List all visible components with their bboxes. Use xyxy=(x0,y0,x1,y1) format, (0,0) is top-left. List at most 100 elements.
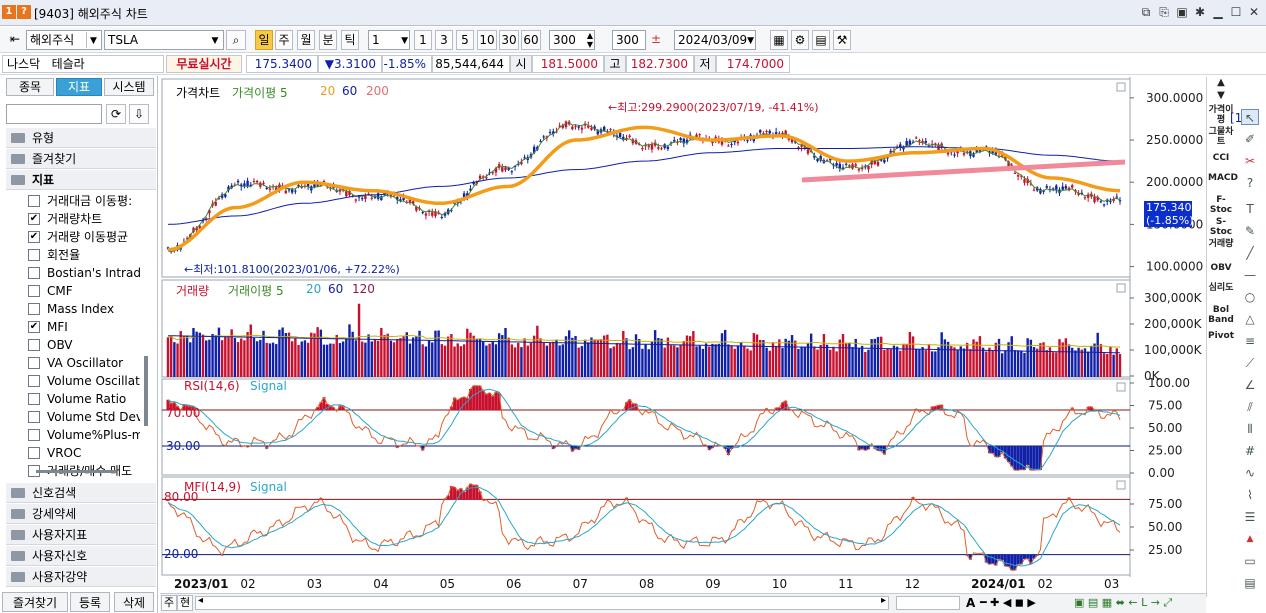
checkbox-icon[interactable] xyxy=(28,249,40,261)
checkbox-icon[interactable] xyxy=(28,303,40,315)
interval-10[interactable]: 10 xyxy=(477,30,497,50)
checkbox-icon[interactable] xyxy=(28,429,40,441)
date-input[interactable]: 2024/03/09 ▼ xyxy=(674,30,756,50)
refresh-icon[interactable]: ⟳ xyxy=(106,104,126,124)
chevron-down-icon[interactable]: ▼ xyxy=(401,36,408,46)
search-icon[interactable]: ⌕ xyxy=(226,30,246,50)
checkbox-icon[interactable] xyxy=(28,285,40,297)
indicator-item[interactable]: CMF xyxy=(28,282,140,300)
save-icon[interactable]: ▤ xyxy=(812,30,830,50)
gann-icon[interactable]: ⟋ xyxy=(1245,356,1255,370)
period-minute[interactable]: 분 xyxy=(319,30,337,50)
list-icon[interactable]: ☰ xyxy=(1244,510,1256,524)
current-toggle[interactable]: 현 xyxy=(177,595,193,611)
indicator-item[interactable]: OBV xyxy=(28,336,140,354)
close-icon[interactable]: ✕ xyxy=(1248,5,1260,19)
line-icon[interactable]: ╱ xyxy=(1246,246,1254,260)
zoom-controls[interactable]: ━ ✚ ◀ ◼ ▶ xyxy=(980,596,1036,609)
checkbox-checked-icon[interactable]: ✔ xyxy=(28,231,40,243)
eraser-icon[interactable]: ✐ xyxy=(1244,132,1256,146)
circle-icon[interactable]: ○ xyxy=(1244,290,1256,304)
triangle-icon[interactable]: △ xyxy=(1245,312,1255,326)
indicator-item[interactable]: Volume%Plus-m xyxy=(28,426,140,444)
checkbox-icon[interactable] xyxy=(28,447,40,459)
chevron-down-icon[interactable]: ▼ xyxy=(747,36,754,46)
wave-icon[interactable]: ∿ xyxy=(1244,466,1256,480)
help-badge[interactable]: ? xyxy=(17,5,31,19)
zoom-slider[interactable] xyxy=(896,596,960,610)
config-icon[interactable]: ⚙ xyxy=(791,30,809,50)
window-icon[interactable]: ▭ xyxy=(1244,554,1256,568)
scroll-right-icon[interactable]: ▸ xyxy=(880,595,886,606)
indicator-shortcut[interactable]: 가격이평 xyxy=(1208,105,1234,125)
indicator-shortcut[interactable]: Bol Band xyxy=(1208,305,1234,325)
list-hscrollbar[interactable] xyxy=(36,470,116,473)
period-day[interactable]: 일 xyxy=(255,30,273,50)
group-user-indicators[interactable]: 사용자지표 xyxy=(6,525,156,545)
scroll-up-icon[interactable]: ▲ xyxy=(1217,77,1225,88)
document-icon[interactable]: ▤ xyxy=(1244,576,1256,590)
indicator-shortcut[interactable]: Pivot xyxy=(1208,331,1235,341)
total-count-input[interactable]: 300 xyxy=(612,30,646,50)
group-user-signals[interactable]: 사용자신호 xyxy=(6,546,156,566)
group-favorites[interactable]: 즐겨찾기 xyxy=(6,149,156,169)
plus-minus-icon[interactable]: ± xyxy=(650,32,662,46)
symbol-input[interactable]: TSLA ▼ xyxy=(104,30,224,50)
indicator-item[interactable]: Volume Ratio xyxy=(28,390,140,408)
grid-icon[interactable]: # xyxy=(1244,444,1256,458)
delete-button[interactable]: 삭제 xyxy=(114,592,154,612)
indicator-item[interactable]: ✔ 거래량차트 xyxy=(28,210,140,228)
indicator-item[interactable]: ✔ MFI xyxy=(28,318,140,336)
period-tick[interactable]: 틱 xyxy=(341,30,359,50)
export-icons[interactable]: ▣ ▤ ▦ ⬌ ← L → ⤢ xyxy=(1074,596,1173,609)
camera-icon[interactable]: ▣ xyxy=(1176,5,1188,19)
cursor-icon[interactable]: ↖ xyxy=(1241,109,1259,125)
indicator-item[interactable]: Volume Std Devi xyxy=(28,408,140,426)
indicator-item[interactable]: Mass Index xyxy=(28,300,140,318)
tools-icon[interactable]: ⚒ xyxy=(833,30,851,50)
group-indicators[interactable]: 지표 xyxy=(6,170,156,190)
favorites-button[interactable]: 즐겨찾기 xyxy=(2,592,68,612)
help-icon[interactable]: ? xyxy=(1246,176,1254,190)
indicator-shortcut[interactable]: 그물차트 xyxy=(1208,127,1234,147)
indicator-shortcut[interactable]: OBV xyxy=(1210,263,1232,273)
indicator-item[interactable]: 거래대금 이동평: xyxy=(28,192,140,210)
cycle-icon[interactable]: ⦀ xyxy=(1247,422,1253,436)
tab-systems[interactable]: 시스템 xyxy=(104,78,154,96)
group-user-strength[interactable]: 사용자강약 xyxy=(6,567,156,587)
market-select[interactable]: 해외주식 ▼ xyxy=(26,30,102,50)
week-toggle[interactable]: 주 xyxy=(161,595,177,611)
download-icon[interactable]: ⇩ xyxy=(129,104,149,124)
auto-scale-toggle[interactable]: A xyxy=(966,596,976,610)
tab-indicators[interactable]: 지표 xyxy=(56,78,102,96)
channel-icon[interactable]: ⫽ xyxy=(1247,400,1253,414)
count-input[interactable]: 300 ▲ ▼ xyxy=(549,30,595,50)
period-month[interactable]: 월 xyxy=(297,30,315,50)
group-signal-search[interactable]: 신호검색 xyxy=(6,483,156,503)
indicator-item[interactable]: Volume Oscillator xyxy=(28,372,140,390)
horizontal-scrollbar[interactable]: ◂ ▸ xyxy=(195,595,889,610)
checkbox-icon[interactable] xyxy=(28,357,40,369)
checkbox-icon[interactable] xyxy=(28,411,40,423)
indicator-item[interactable]: VA Oscillator xyxy=(28,354,140,372)
checkbox-icon[interactable] xyxy=(28,393,40,405)
indicator-shortcut[interactable]: S-Stoc xyxy=(1209,217,1233,237)
horizontal-line-icon[interactable]: — xyxy=(1244,268,1256,282)
indicator-item[interactable]: ✔ 거래량 이동평균 xyxy=(28,228,140,246)
checkbox-icon[interactable] xyxy=(28,339,40,351)
checkbox-icon[interactable] xyxy=(28,267,40,279)
text-icon[interactable]: T xyxy=(1246,202,1254,216)
auto-icon[interactable]: ▲ xyxy=(1246,534,1254,544)
checkbox-icon[interactable] xyxy=(28,195,40,207)
back-icon[interactable]: ⇤ xyxy=(9,32,21,46)
scroll-down-icon[interactable]: ▼ xyxy=(1217,90,1225,101)
chart-area[interactable]: 300.0000250.0000200.0000150.0000100.0000… xyxy=(160,77,1204,593)
chart-type-icon[interactable]: ▦ xyxy=(770,30,788,50)
scroll-left-icon[interactable]: ◂ xyxy=(198,595,204,606)
interval-60[interactable]: 60 xyxy=(521,30,541,50)
list-scrollbar[interactable] xyxy=(144,356,148,426)
indicator-search-input[interactable] xyxy=(6,104,102,124)
realtime-badge[interactable]: 무료실시간 xyxy=(166,55,242,73)
indicator-shortcut[interactable]: 거래량 xyxy=(1208,239,1234,249)
delete-all-icon[interactable]: ✂ xyxy=(1244,154,1256,168)
